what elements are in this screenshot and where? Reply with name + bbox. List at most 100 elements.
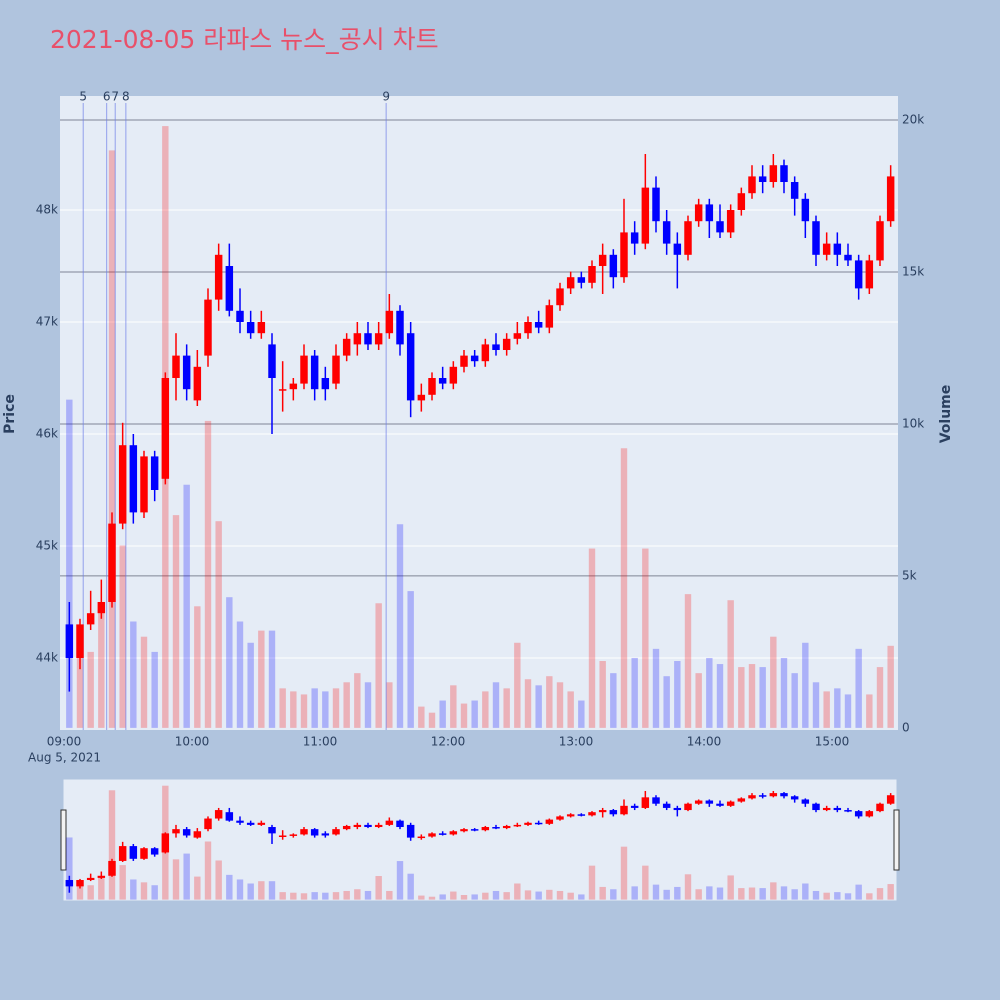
volume-bar: [151, 885, 158, 900]
candle-body: [76, 880, 84, 887]
y-tick-label: 47k: [36, 315, 58, 329]
volume-bar: [108, 150, 116, 728]
volume-bar: [706, 886, 713, 900]
volume-bar: [354, 673, 361, 728]
candle-body: [97, 875, 106, 878]
candle-body: [641, 187, 650, 244]
candle-body: [705, 800, 714, 804]
volume-bar: [567, 691, 574, 728]
candle-body: [822, 807, 831, 811]
volume-bar: [364, 682, 372, 728]
volume-bar: [290, 691, 297, 728]
candle-body: [300, 829, 308, 835]
x-tick-label: 12:00: [431, 735, 466, 749]
candle-body: [193, 366, 202, 401]
candle-body: [545, 305, 554, 328]
y2-tick-label: 0: [902, 720, 910, 734]
volume-bar: [652, 648, 660, 728]
volume-bar: [407, 873, 414, 900]
candle-body: [268, 827, 276, 834]
volume-bar: [855, 648, 862, 728]
volume-bar: [87, 651, 94, 728]
volume-bar: [98, 606, 105, 728]
volume-bar: [268, 881, 276, 900]
volume-bar: [439, 700, 446, 728]
range-slider[interactable]: [63, 779, 897, 901]
candle-body: [438, 378, 447, 384]
volume-bar: [844, 694, 852, 728]
candle-body: [289, 383, 298, 390]
candle-body: [140, 848, 148, 859]
volume-bar: [503, 892, 510, 900]
volume-bar: [343, 890, 350, 900]
candle-body: [353, 824, 362, 828]
volume-bar: [258, 881, 265, 900]
range-handle[interactable]: [60, 809, 67, 871]
volume-bar: [738, 888, 745, 900]
candle-body: [396, 820, 404, 828]
volume-bar: [844, 893, 852, 900]
volume-bar: [556, 890, 564, 900]
volume-bar: [482, 691, 489, 728]
candle-body: [513, 333, 522, 339]
candle-body: [545, 819, 554, 824]
candle-body: [588, 266, 596, 283]
event-label: 9: [382, 90, 390, 104]
volume-bar: [738, 667, 745, 728]
volume-bar: [802, 883, 809, 900]
candle-body: [182, 829, 191, 836]
volume-bar: [503, 688, 510, 728]
volume-bar: [866, 694, 873, 728]
event-label: 7: [111, 90, 119, 104]
candle-body: [630, 805, 639, 808]
volume-bar: [748, 887, 756, 900]
candle-body: [332, 829, 340, 835]
volume-bar: [535, 685, 542, 728]
candle-body: [150, 456, 159, 490]
candle-body: [609, 254, 618, 278]
candle-body: [257, 322, 266, 334]
volume-bar: [439, 894, 446, 900]
volume-bar: [823, 892, 830, 900]
candle-body: [332, 355, 340, 384]
candle-body: [97, 601, 106, 614]
volume-bar: [492, 682, 500, 728]
volume-bar: [386, 682, 393, 728]
y-tick-label: 46k: [36, 426, 58, 440]
candle-body: [673, 807, 682, 811]
x-tick-label: 11:00: [303, 735, 338, 749]
volume-bar: [418, 895, 425, 900]
candle-body: [428, 833, 436, 837]
candle-body: [150, 848, 159, 855]
volume-bar: [236, 879, 244, 900]
candle-body: [417, 836, 426, 839]
candle-body: [268, 344, 276, 379]
candle-body: [129, 445, 138, 513]
volume-bar: [354, 889, 361, 900]
candle-body: [492, 344, 500, 351]
volume-bar: [183, 484, 190, 728]
volume-bar: [812, 890, 820, 900]
event-label: 6: [103, 90, 111, 104]
candle-body: [172, 355, 180, 379]
candle-body: [812, 221, 820, 255]
y-tick-label: 48k: [36, 203, 58, 217]
candle-body: [118, 846, 127, 861]
candle-body: [524, 822, 532, 825]
volume-bar: [130, 879, 137, 900]
volume-bar: [834, 892, 841, 900]
candle-body: [449, 366, 458, 384]
volume-bar: [98, 876, 105, 900]
candle-body: [364, 333, 372, 345]
y-tick-label: 45k: [36, 538, 58, 552]
volume-bar: [375, 876, 382, 900]
candle-body: [161, 833, 170, 853]
volume-bar: [332, 892, 340, 900]
candle-body: [513, 824, 522, 827]
volume-bar: [620, 448, 628, 728]
volume-bar: [279, 892, 286, 900]
volume-bar: [588, 548, 596, 728]
range-handle[interactable]: [893, 809, 900, 871]
candle-body: [236, 820, 244, 823]
candle-body: [321, 378, 330, 390]
